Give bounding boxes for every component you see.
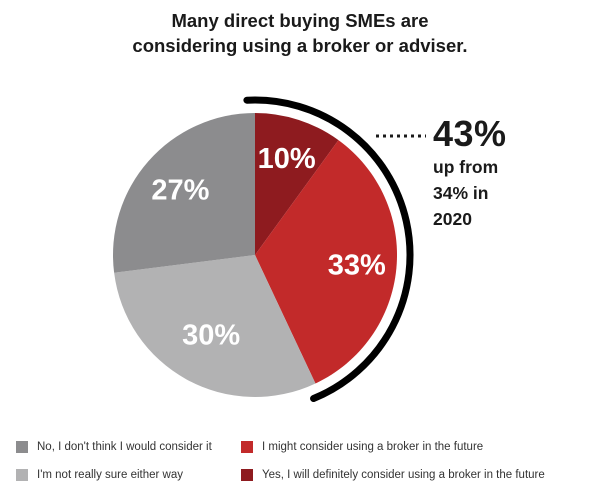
legend-swatch xyxy=(241,441,253,453)
callout-line-1: up from xyxy=(433,157,499,177)
callout: 43% up from 34% in 2020 xyxy=(433,114,507,232)
legend-item: Yes, I will definitely consider using a … xyxy=(241,469,545,481)
callout-line-3: 2020 xyxy=(433,209,472,229)
pie-slice xyxy=(114,255,316,398)
legend-item: I might consider using a broker in the f… xyxy=(241,441,483,453)
legend-swatch xyxy=(241,469,253,481)
legend-item: No, I don't think I would consider it xyxy=(16,441,212,453)
pie-chart: 10% 33% 30% 27% xyxy=(112,96,426,403)
chart-title-line-2: considering using a broker or adviser. xyxy=(132,35,468,56)
legend-label: Yes, I will definitely consider using a … xyxy=(262,469,545,481)
slice-label: 27% xyxy=(151,174,209,206)
legend-label: I might consider using a broker in the f… xyxy=(262,441,484,453)
pie-slice xyxy=(255,112,339,255)
pie-slice xyxy=(255,140,398,384)
callout-value: 43% xyxy=(433,113,507,154)
slice-label: 33% xyxy=(328,250,386,282)
callout-line-2: 34% in xyxy=(433,183,489,203)
pie-slice xyxy=(112,113,255,273)
slice-label: 10% xyxy=(258,143,316,175)
legend-swatch xyxy=(16,441,28,453)
slice-label: 30% xyxy=(182,320,240,352)
legend-label: No, I don't think I would consider it xyxy=(37,441,212,453)
chart-title-line-1: Many direct buying SMEs are xyxy=(171,10,429,31)
legend-label: I'm not really sure either way xyxy=(37,469,184,481)
chart-title: Many direct buying SMEs are considering … xyxy=(0,8,600,58)
legend-swatch xyxy=(16,469,28,481)
legend-item: I'm not really sure either way xyxy=(16,469,183,481)
highlight-arc xyxy=(243,96,414,403)
